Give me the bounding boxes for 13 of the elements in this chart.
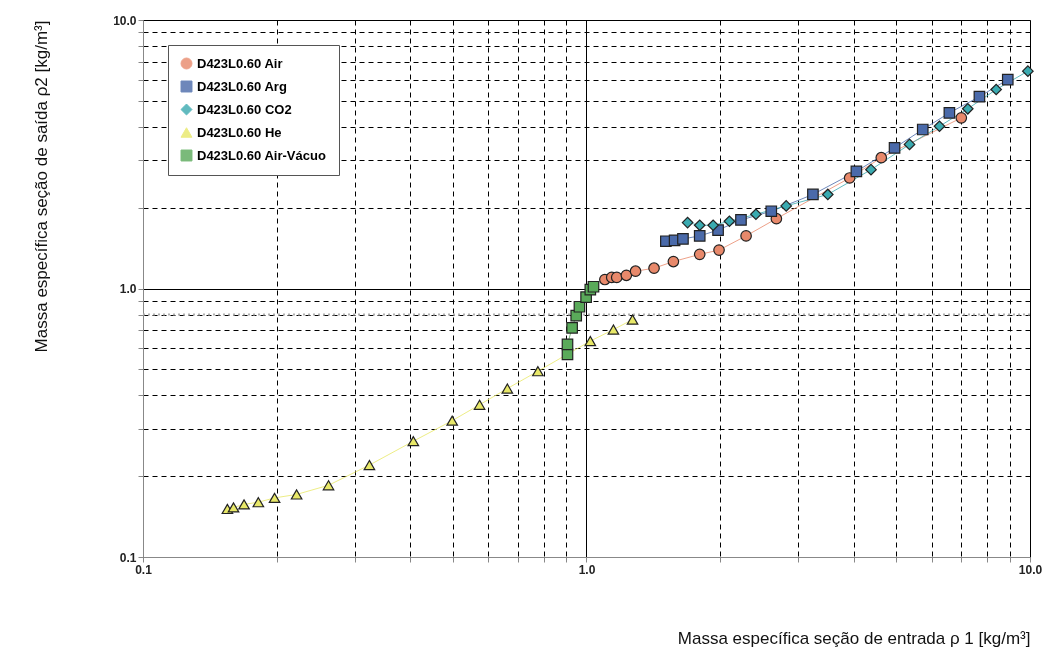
y-axis-title: Massa específica seção de saída ρ2 [kg/m³] xyxy=(32,20,52,353)
x-axis-title: Massa específica seção de entrada ρ 1 [kg/m³] xyxy=(677,628,1031,648)
y-tick-label: 10.0 xyxy=(113,13,137,28)
y-tick-label: 0.1 xyxy=(119,550,137,565)
legend-label: D423L0.60 Air xyxy=(197,55,283,71)
legend-label: D423L0.60 Arg xyxy=(197,78,287,94)
y-tick-label: 1.0 xyxy=(119,282,137,296)
legend-label: D423L0.60 He xyxy=(197,124,282,140)
x-tick-label: 0.1 xyxy=(135,562,153,577)
x-tick-label: 1.0 xyxy=(578,562,596,577)
x-tick-label: 10.0 xyxy=(1018,562,1043,577)
legend-label: D423L0.60 Air-Vácuo xyxy=(197,147,326,163)
legend-label: D423L0.60 CO2 xyxy=(197,101,292,117)
